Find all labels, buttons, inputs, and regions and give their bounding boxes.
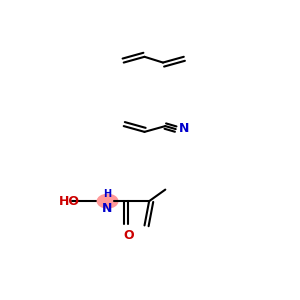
Ellipse shape [97, 194, 119, 209]
Text: N: N [102, 202, 113, 215]
Text: N: N [178, 122, 189, 135]
Text: HO: HO [59, 195, 80, 208]
Text: O: O [123, 229, 134, 242]
Text: H: H [103, 189, 112, 199]
